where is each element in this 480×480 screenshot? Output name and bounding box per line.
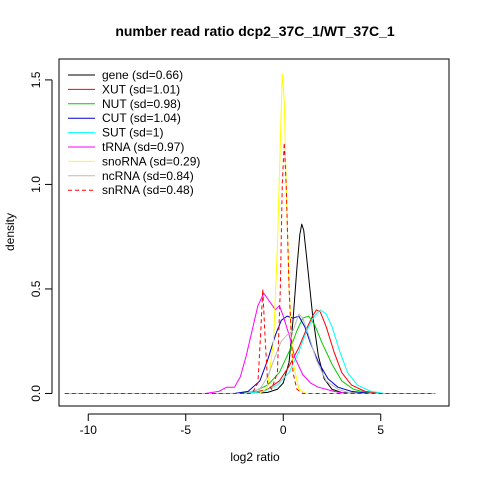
x-axis-label: log2 ratio	[230, 450, 280, 464]
y-tick-label: 1.5	[29, 71, 43, 88]
legend-label: SUT (sd=1)	[102, 126, 163, 140]
x-axis: -10 -5 0 5	[80, 413, 384, 437]
legend-label: snRNA (sd=0.48)	[102, 183, 194, 197]
x-tick-label: -10	[80, 423, 98, 437]
y-tick-label: 1.0	[29, 176, 43, 193]
series-line-5	[64, 292, 436, 394]
x-tick-label: -5	[180, 423, 191, 437]
legend-label: ncRNA (sd=0.84)	[102, 169, 194, 183]
legend-label: XUT (sd=1.01)	[102, 82, 180, 96]
series-line-8	[64, 142, 436, 394]
legend-label: NUT (sd=0.98)	[102, 97, 181, 111]
legend-label: tRNA (sd=0.97)	[102, 140, 184, 154]
plot-frame	[58, 58, 450, 407]
legend: gene (sd=0.66)XUT (sd=1.01)NUT (sd=0.98)…	[68, 68, 200, 197]
y-tick-label: 0.0	[29, 385, 43, 402]
series-line-6	[64, 73, 436, 394]
x-tick-label: 0	[280, 423, 287, 437]
y-tick-label: 0.5	[29, 280, 43, 297]
x-tick-label: 5	[377, 423, 384, 437]
legend-label: CUT (sd=1.04)	[102, 111, 181, 125]
plot-lines	[64, 73, 436, 394]
series-line-1	[64, 309, 436, 394]
series-line-4	[64, 309, 436, 394]
y-axis: 0.0 0.5 1.0 1.5	[29, 71, 53, 402]
legend-label: gene (sd=0.66)	[102, 68, 183, 82]
series-line-0	[64, 223, 436, 394]
legend-label: snoRNA (sd=0.29)	[102, 154, 200, 168]
series-line-3	[64, 315, 436, 394]
series-line-2	[64, 315, 436, 394]
series-line-7	[64, 313, 436, 394]
chart-title: number read ratio dcp2_37C_1/WT_37C_1	[115, 23, 395, 39]
y-axis-label: density	[3, 213, 17, 251]
